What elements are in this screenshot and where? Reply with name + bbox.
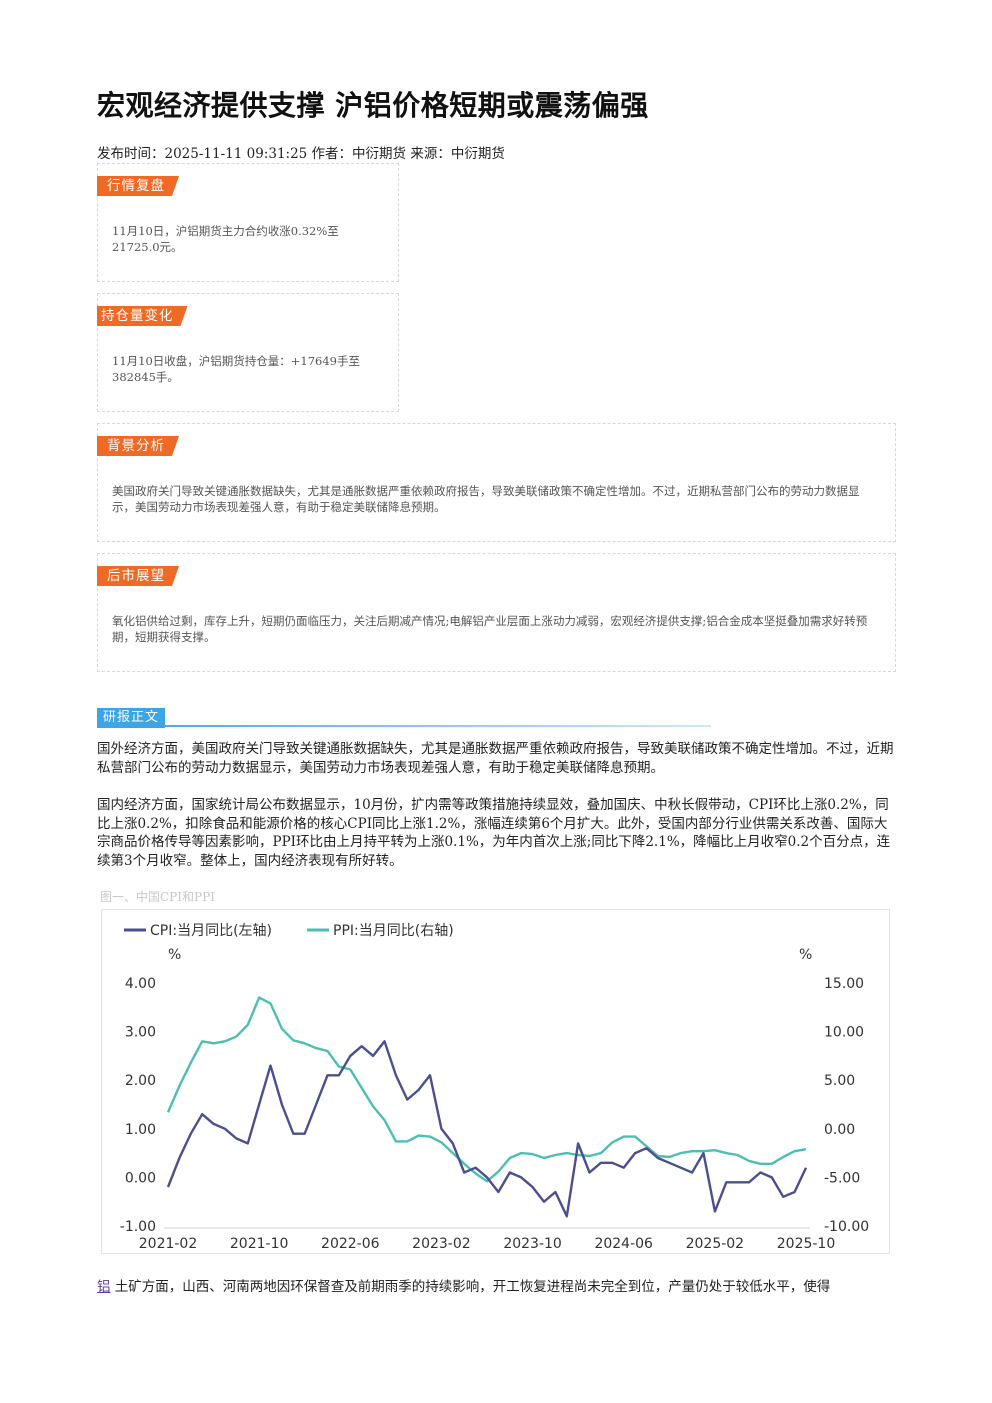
paragraph-bauxite: 铝 土矿方面，山西、河南两地因环保督查及前期雨季的持续影响，开工恢复进程尚未完全… <box>97 1278 895 1296</box>
paragraph-overseas-economy: 国外经济方面，美国政府关门导致关键通胀数据缺失，尤其是通胀数据严重依赖政府报告，… <box>97 741 894 776</box>
ppi-series-line <box>166 996 807 1183</box>
tag-market-review: 行情复盘 <box>97 176 179 196</box>
y-left-tick-label: 2.00 <box>125 1073 156 1089</box>
card-outlook-text: 氧化铝供给过剩，库存上升，短期仍面临压力，关注后期减产情况;电解铝产业层面上涨动… <box>112 614 868 644</box>
x-tick-label: 2025-02 <box>686 1236 745 1252</box>
card-open-interest: 持仓量变化 11月10日收盘，沪铝期货持仓量：+17649手至382845手。 <box>97 293 399 412</box>
paragraph-domestic-economy: 国内经济方面，国家统计局公布数据显示，10月份，扩内需等政策措施持续显效，叠加国… <box>97 797 891 869</box>
legend-ppi-label: PPI:当月同比(右轴) <box>333 923 454 939</box>
section-label-report: 研报正文 <box>97 708 166 728</box>
x-tick-label: 2021-10 <box>230 1236 289 1252</box>
y-right-tick-label: -10.00 <box>824 1219 869 1235</box>
y-left-unit: % <box>168 947 181 963</box>
tag-outlook: 后市展望 <box>97 566 179 586</box>
y-left-tick-label: -1.00 <box>120 1219 156 1235</box>
card-open-interest-text: 11月10日收盘，沪铝期货持仓量：+17649手至382845手。 <box>112 354 360 384</box>
card-background-text: 美国政府关门导致关键通胀数据缺失，尤其是通胀数据严重依赖政府报告，导致美联储政策… <box>112 484 860 514</box>
section-divider <box>97 725 711 727</box>
article-meta: 发布时间：2025-11-11 09:31:25 作者：中衍期货 来源：中衍期货 <box>97 146 505 162</box>
x-tick-label: 2023-02 <box>412 1236 471 1252</box>
y-right-unit: % <box>799 947 812 963</box>
tag-open-interest: 持仓量变化 <box>97 306 188 326</box>
x-tick-label: 2025-10 <box>777 1236 836 1252</box>
aluminum-link[interactable]: 铝 <box>97 1279 111 1295</box>
y-left-tick-label: 1.00 <box>125 1122 156 1138</box>
x-tick-label: 2022-06 <box>321 1236 380 1252</box>
y-left-tick-label: 3.00 <box>125 1025 156 1041</box>
y-right-tick-label: 10.00 <box>824 1025 864 1041</box>
card-outlook: 后市展望 氧化铝供给过剩，库存上升，短期仍面临压力，关注后期减产情况;电解铝产业… <box>97 553 896 672</box>
x-tick-labels: 2021-02 2021-10 2022-06 2023-02 2023-10 2024-… <box>139 1236 836 1252</box>
y-left-tick-label: 0.00 <box>125 1170 156 1186</box>
card-market-review: 行情复盘 11月10日，沪铝期货主力合约收涨0.32%至21725.0元。 <box>97 163 399 282</box>
y-left-tick-label: 4.00 <box>125 976 156 992</box>
paragraph-bauxite-text: 土矿方面，山西、河南两地因环保督查及前期雨季的持续影响，开工恢复进程尚未完全到位… <box>110 1279 831 1295</box>
y-right-tick-label: 5.00 <box>824 1073 855 1089</box>
article-title: 宏观经济提供支撑 沪铝价格短期或震荡偏强 <box>97 89 649 122</box>
card-market-review-text: 11月10日，沪铝期货主力合约收涨0.32%至21725.0元。 <box>112 224 339 254</box>
tag-background: 背景分析 <box>97 436 179 456</box>
y-right-tick-label: 0.00 <box>824 1122 855 1138</box>
cpi-series-line <box>166 1040 808 1218</box>
chart-svg: CPI:当月同比(左轴) PPI:当月同比(右轴) % % 4.00 3.00 2.… <box>120 923 869 1252</box>
x-tick-label: 2024-06 <box>594 1236 653 1252</box>
legend-cpi-label: CPI:当月同比(左轴) <box>150 923 272 939</box>
y-right-tick-label: -5.00 <box>824 1170 860 1186</box>
figure-caption: 图一、中国CPI和PPI <box>100 890 215 904</box>
y-right-tick-label: 15.00 <box>824 976 864 992</box>
x-tick-label: 2021-02 <box>139 1236 198 1252</box>
y-right-tick-labels: 15.00 10.00 5.00 0.00 -5.00 -10.00 <box>824 976 869 1235</box>
card-background: 背景分析 美国政府关门导致关键通胀数据缺失，尤其是通胀数据严重依赖政府报告，导致… <box>97 423 896 542</box>
x-tick-label: 2023-10 <box>503 1236 561 1252</box>
y-left-tick-labels: 4.00 3.00 2.00 1.00 0.00 -1.00 <box>120 976 156 1235</box>
cpi-ppi-chart: CPI:当月同比(左轴) PPI:当月同比(右轴) % % 4.00 3.00 2.… <box>101 909 890 1254</box>
